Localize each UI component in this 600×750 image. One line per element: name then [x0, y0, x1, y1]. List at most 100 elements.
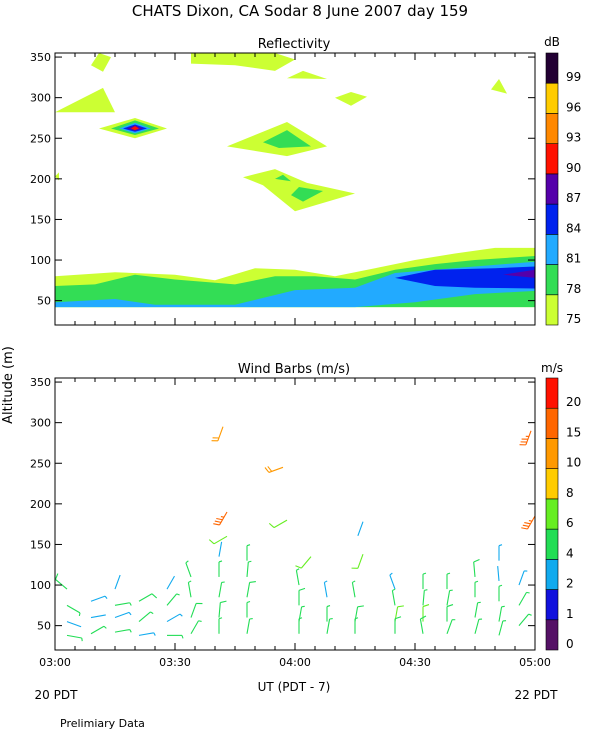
wind-colorbar-swatch [545, 377, 559, 409]
contour-region-90 [131, 126, 139, 131]
refl-colorbar-label: 90 [566, 161, 581, 175]
reflectivity-colorbar-unit: dB [544, 35, 560, 49]
contour-region-75 [55, 87, 115, 113]
wind-xtick-label: 03:00 [39, 656, 71, 669]
wind-barb [354, 617, 359, 634]
refl-ytick-label: 200 [30, 173, 51, 186]
wind-barbs-axes: 50 100 150 200 250 300 350 03:00 03:30 04:00 04:30… [30, 376, 551, 669]
wind-ytick-label: 100 [30, 579, 51, 592]
refl-ytick-label: 100 [30, 254, 51, 267]
wind-colorbar-swatch [545, 407, 559, 439]
wind-barb [446, 572, 451, 590]
wind-barb [351, 580, 356, 598]
wind-colorbar: 0 1 2 4 6 8 10 15 20 [545, 377, 581, 651]
x-axis-label: UT (PDT - 7) [258, 680, 331, 694]
refl-colorbar-label: 81 [566, 252, 581, 266]
refl-colorbar-label: 87 [566, 191, 581, 205]
wind-barb [497, 565, 500, 582]
wind-barb [187, 580, 192, 598]
wind-colorbar-swatch [545, 528, 559, 560]
wind-colorbar-label: 15 [566, 425, 581, 439]
refl-ytick-label: 250 [30, 132, 51, 145]
wind-barb [185, 560, 192, 578]
wind-ytick-label: 250 [30, 457, 51, 470]
wind-barb [246, 617, 253, 634]
wind-barb [66, 621, 82, 628]
wind-barb [394, 616, 402, 634]
wind-barb [218, 541, 223, 557]
reflectivity-title: Reflectivity [258, 37, 331, 52]
wind-barbs [54, 426, 536, 642]
wind-barb [166, 593, 180, 606]
contour-region-75 [335, 92, 367, 106]
wind-barb [323, 580, 328, 598]
contour-region-75 [91, 53, 111, 72]
wind-barb [474, 601, 481, 618]
wind-barb [498, 584, 503, 602]
wind-barb [90, 614, 106, 619]
refl-colorbar-label: 99 [566, 70, 581, 84]
wind-barb [351, 554, 364, 569]
wind-barb [518, 570, 528, 586]
wind-barb [498, 620, 507, 636]
wind-barb [389, 572, 396, 590]
wind-colorbar-swatch [545, 438, 559, 469]
wind-colorbar-label: 1 [566, 607, 574, 621]
refl-colorbar-swatch [545, 82, 559, 114]
wind-ytick-label: 350 [30, 376, 51, 389]
wind-barb [138, 611, 154, 623]
refl-colorbar-label: 84 [566, 221, 581, 235]
refl-colorbar-swatch [545, 143, 559, 175]
refl-ytick-label: 150 [30, 213, 51, 226]
refl-colorbar-swatch [545, 264, 559, 296]
wind-barb [66, 604, 81, 617]
wind-colorbar-label: 10 [566, 456, 581, 470]
refl-colorbar-swatch [545, 173, 559, 205]
wind-barb [211, 426, 224, 442]
wind-barb [90, 625, 107, 635]
wind-barb [518, 613, 532, 626]
wind-barb [394, 605, 404, 622]
wind-colorbar-label: 8 [566, 486, 574, 500]
wind-barb [218, 600, 227, 618]
wind-barb [138, 632, 156, 636]
wind-colorbar-swatch [545, 559, 559, 590]
wind-barb [446, 619, 456, 634]
wind-barb [446, 589, 453, 606]
wind-barbs-frame [54, 377, 536, 651]
wind-barb [264, 466, 284, 473]
wind-barb [298, 605, 305, 622]
wind-colorbar-label: 4 [566, 546, 574, 560]
wind-xtick-label: 04:30 [399, 656, 431, 669]
y-axis-label: Altitude (m) [1, 346, 16, 424]
refl-colorbar-swatch [545, 52, 559, 84]
wind-barb [208, 535, 228, 545]
wind-barb [246, 580, 256, 598]
wind-colorbar-label: 0 [566, 637, 574, 651]
wind-barb [518, 591, 530, 606]
wind-barb [166, 575, 175, 590]
wind-barb [474, 580, 479, 598]
wind-colorbar-unit: m/s [541, 361, 563, 375]
refl-colorbar-swatch [545, 113, 559, 144]
wind-barb [357, 521, 364, 536]
contour-region-75 [287, 70, 327, 79]
wind-barb [246, 601, 251, 618]
figure-title: CHATS Dixon, CA Sodar 8 June 2007 day 15… [132, 2, 468, 20]
wind-colorbar-swatch [545, 619, 559, 651]
wind-barb [167, 634, 184, 639]
refl-colorbar-swatch [545, 234, 559, 265]
contour-region-78 [291, 187, 323, 202]
wind-barb [138, 593, 158, 602]
refl-ytick-label: 50 [37, 295, 51, 308]
refl-ytick-label: 350 [30, 51, 51, 64]
wind-barb [419, 615, 427, 634]
wind-barb [218, 581, 225, 598]
wind-ytick-label: 300 [30, 417, 51, 430]
refl-colorbar-label: 93 [566, 131, 581, 145]
reflectivity-colorbar: 75 78 81 84 87 90 93 96 99 [545, 52, 581, 326]
wind-ytick-label: 200 [30, 498, 51, 511]
wind-barb [268, 519, 288, 529]
contour-region-78 [263, 130, 311, 148]
